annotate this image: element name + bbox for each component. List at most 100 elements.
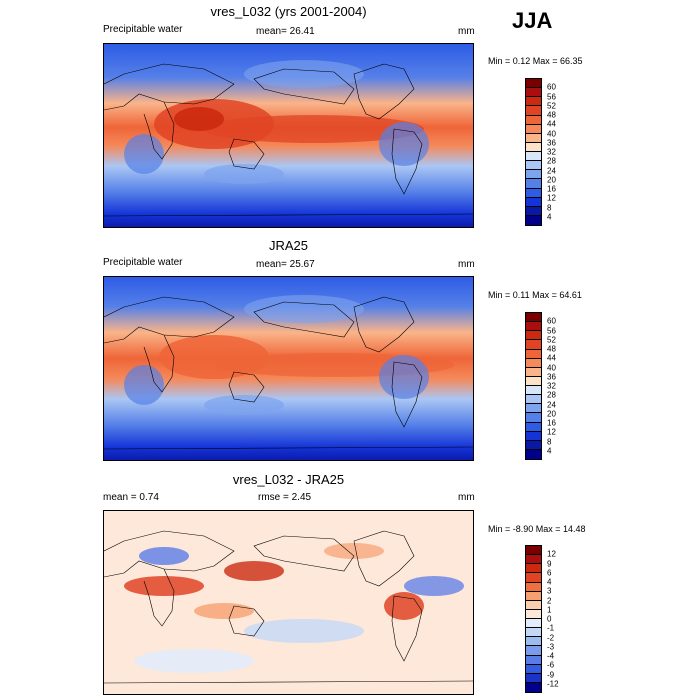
- colorbar-box: [526, 573, 541, 583]
- panel-2-mean-label: mean= 25.67: [256, 259, 315, 270]
- colorbar-box: [526, 313, 541, 323]
- colorbar-box: [526, 655, 541, 665]
- colorbar-tick-label: -6: [547, 660, 555, 670]
- colorbar-box: [526, 133, 541, 143]
- panel-1-map-svg: [104, 44, 473, 227]
- colorbar-box: [526, 142, 541, 152]
- colorbar-box: [526, 413, 541, 423]
- colorbar-box: [526, 367, 541, 377]
- colorbar-tick-label: -4: [547, 651, 555, 661]
- colorbar-box: [526, 188, 541, 198]
- panel-2-coastlines: [104, 296, 473, 450]
- colorbar-tick-label: 36: [547, 372, 556, 382]
- panel-3-mean-label: mean = 0.74: [103, 492, 159, 503]
- colorbar-box: [526, 215, 541, 225]
- colorbar-box: [526, 106, 541, 116]
- colorbar-box: [526, 546, 541, 556]
- colorbar-tick-label: 4: [547, 577, 552, 587]
- colorbar-tick-label: 60: [547, 316, 556, 326]
- colorbar-tick-label: 20: [547, 175, 556, 185]
- colorbar-box: [526, 395, 541, 405]
- panel-2-variable-label: Precipitable water: [103, 257, 183, 268]
- colorbar-box: [526, 564, 541, 574]
- colorbar-box: [526, 664, 541, 674]
- panel-1-variable-label: Precipitable water: [103, 24, 183, 35]
- colorbar-tick-label: 0: [547, 614, 552, 624]
- colorbar-tick-label: 40: [547, 129, 556, 138]
- panel-3-units: mm: [458, 492, 475, 503]
- colorbar-box: [526, 591, 541, 601]
- colorbar-box: [526, 609, 541, 619]
- colorbar-box: [526, 206, 541, 216]
- colorbar-tick-label: 8: [547, 203, 552, 212]
- colorbar-box: [526, 555, 541, 565]
- panel-2-units: mm: [458, 259, 475, 270]
- colorbar-box: [526, 619, 541, 629]
- colorbar-tick-label: 2: [547, 596, 552, 605]
- panel-2-title: JRA25: [268, 238, 309, 253]
- colorbar-box: [526, 646, 541, 656]
- panel-1-coastlines: [104, 63, 473, 217]
- colorbar-tick-label: 4: [547, 212, 552, 222]
- colorbar-tick-label: 4: [547, 446, 552, 456]
- colorbar-tick-label: 12: [547, 427, 556, 437]
- colorbar-box: [526, 197, 541, 207]
- panel-3-title: vres_L032 - JRA25: [232, 472, 345, 487]
- colorbar-tick-label: 24: [547, 166, 556, 175]
- colorbar-box: [526, 161, 541, 171]
- colorbar-tick-label: 52: [547, 101, 556, 111]
- colorbar-tick-label: -12: [547, 679, 559, 689]
- panel-3-coastlines: [104, 530, 473, 684]
- panel-3-colorbar: [525, 545, 542, 693]
- colorbar-tick-label: 32: [547, 147, 556, 157]
- colorbar-box: [526, 682, 541, 692]
- colorbar-box: [526, 358, 541, 368]
- panel-1-units: mm: [458, 26, 475, 37]
- panel-3-map-svg: [104, 511, 473, 694]
- colorbar-tick-label: 48: [547, 344, 556, 354]
- colorbar-tick-label: 56: [547, 92, 556, 101]
- colorbar-box: [526, 449, 541, 459]
- colorbar-box: [526, 637, 541, 647]
- panel-2-minmax: Min = 0.11 Max = 64.61: [488, 290, 582, 300]
- colorbar-tick-label: 28: [547, 390, 556, 400]
- colorbar-box: [526, 97, 541, 107]
- colorbar-tick-label: 52: [547, 335, 556, 345]
- panel-1-mean-label: mean= 26.41: [256, 26, 315, 37]
- colorbar-box: [526, 422, 541, 432]
- colorbar-tick-label: 16: [547, 418, 556, 428]
- colorbar-tick-label: 16: [547, 184, 556, 194]
- colorbar-tick-label: 44: [547, 353, 556, 363]
- colorbar-box: [526, 376, 541, 386]
- panel-2-colorbar: [525, 312, 542, 460]
- colorbar-tick-label: 12: [547, 549, 556, 559]
- panel-1-map: [103, 43, 474, 228]
- colorbar-tick-label: 36: [547, 138, 556, 148]
- panel-1-minmax: Min = 0.12 Max = 66.35: [488, 56, 583, 66]
- colorbar-box: [526, 115, 541, 125]
- panel-3-map: [103, 510, 474, 695]
- panel-1-title: vres_L032 (yrs 2001-2004): [210, 4, 367, 19]
- colorbar-box: [526, 628, 541, 638]
- colorbar-tick-label: 8: [547, 437, 552, 446]
- colorbar-tick-label: -2: [547, 633, 555, 642]
- season-label: JJA: [512, 8, 553, 33]
- colorbar-tick-label: -3: [547, 642, 555, 652]
- colorbar-box: [526, 440, 541, 450]
- colorbar-box: [526, 386, 541, 396]
- colorbar-tick-label: 20: [547, 409, 556, 419]
- colorbar-box: [526, 88, 541, 98]
- colorbar-tick-label: -1: [547, 623, 555, 633]
- colorbar-tick-label: 44: [547, 119, 556, 129]
- colorbar-box: [526, 322, 541, 332]
- colorbar-tick-label: 12: [547, 193, 556, 203]
- colorbar-box: [526, 152, 541, 162]
- colorbar-tick-label: 28: [547, 156, 556, 166]
- colorbar-box: [526, 673, 541, 683]
- colorbar-tick-label: 32: [547, 381, 556, 391]
- colorbar-box: [526, 431, 541, 441]
- panel-1-colorbar: [525, 78, 542, 226]
- colorbar-tick-label: 3: [547, 586, 552, 596]
- panel-3-minmax: Min = -8.90 Max = 14.48: [488, 524, 586, 534]
- colorbar-tick-label: 24: [547, 400, 556, 409]
